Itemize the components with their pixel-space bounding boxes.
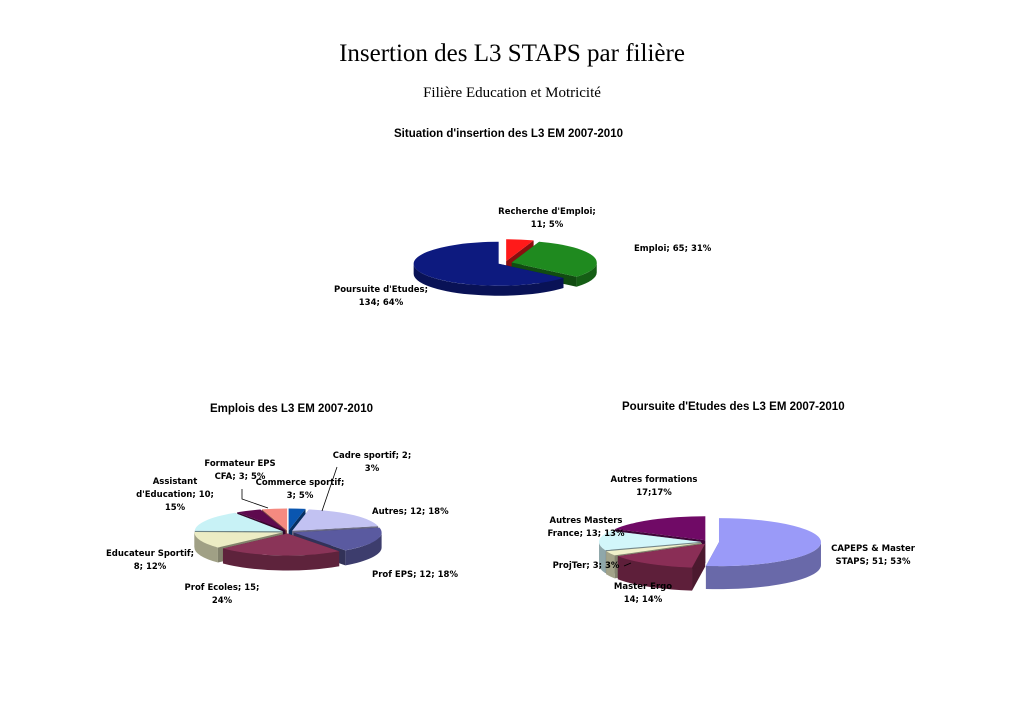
leader-lines: [241, 466, 632, 567]
pie-slice-prof-ecoles: [222, 533, 340, 571]
data-label-autres-masters-france: Autres Masters France; 13; 13%: [548, 516, 625, 539]
data-label-prof-eps: Prof EPS; 12; 18%: [372, 570, 458, 580]
page-title: Insertion des L3 STAPS par filière: [339, 40, 685, 67]
data-label-cadre-sportif: Cadre sportif; 2; 3%: [333, 451, 412, 474]
data-label-assistant-d-education: Assistant d'Education; 10; 15%: [136, 477, 214, 513]
data-label-educateur-sportif: Educateur Sportif; 8; 12%: [106, 549, 194, 572]
data-label-commerce-sportif: Commerce sportif; 3; 5%: [256, 478, 345, 501]
data-label-prof-ecoles: Prof Ecoles; 15; 24%: [185, 583, 260, 606]
data-label-autres-formations: Autres formations 17;17%: [611, 475, 698, 498]
pie-slice-capeps-master-staps: [705, 518, 821, 590]
data-label-capeps-master-staps: CAPEPS & Master STAPS; 51; 53%: [831, 544, 916, 567]
pie-chart-2: Cadre sportif; 2; 3% Autres; 12; 18% Prof E…: [106, 451, 458, 606]
data-label-formateur-eps-cfa: Formateur EPS CFA; 3; 5%: [204, 459, 275, 482]
chart-title-insertion: Situation d'insertion des L3 EM 2007-201…: [394, 128, 623, 140]
data-label-master-ergo: Master Ergo 14; 14%: [614, 582, 672, 605]
pie-slice-master-ergo: [617, 543, 706, 591]
page-subtitle: Filière Education et Motricité: [423, 85, 601, 101]
chart-title-emplois: Emplois des L3 EM 2007-2010: [210, 403, 373, 415]
pie-slice-poursuite-d-etudes: [413, 241, 564, 296]
data-label-recherche-d-emploi: Recherche d'Emploi; 11; 5%: [498, 207, 596, 230]
data-label-poursuite-d-etudes: Poursuite d'Etudes; 134; 64%: [334, 285, 428, 308]
pie-chart-1: Recherche d'Emploi; 11; 5% Emploi; 65; 31%…: [334, 207, 712, 308]
data-label-autres: Autres; 12; 18%: [372, 507, 449, 517]
pie-chart-3: CAPEPS & Master STAPS; 51; 53% Master Ergo…: [548, 475, 916, 605]
data-label-projter: ProjTer; 3; 3%: [553, 561, 620, 571]
chart-title-poursuite: Poursuite d'Etudes des L3 EM 2007-2010: [622, 401, 845, 413]
data-label-emploi: Emploi; 65; 31%: [634, 244, 712, 254]
